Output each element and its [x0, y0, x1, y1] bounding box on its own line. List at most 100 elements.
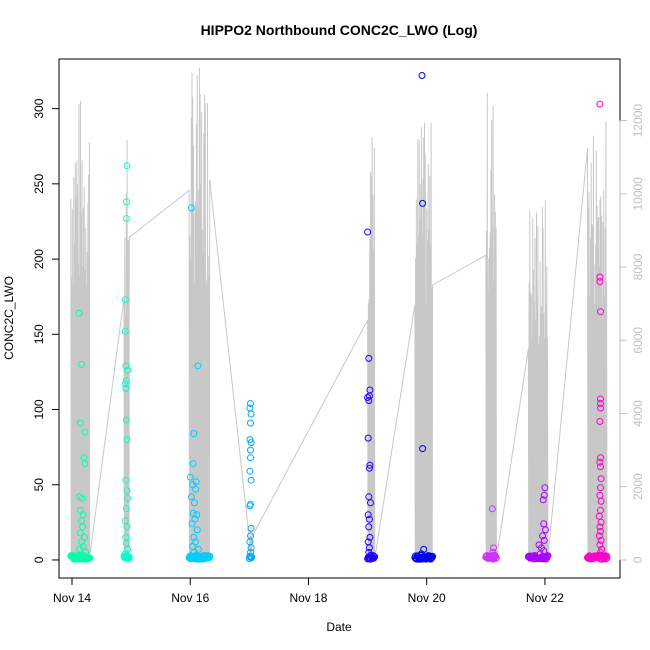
- data-point: [596, 278, 604, 286]
- data-point: [597, 404, 604, 412]
- data-point: [78, 360, 85, 368]
- y-tick-label: 300: [32, 98, 46, 118]
- data-point: [597, 400, 604, 407]
- data-point: [186, 473, 194, 481]
- data-point: [193, 511, 201, 519]
- data-point: [488, 505, 496, 513]
- secondary-series-line: [70, 67, 608, 559]
- y2-tick-label: 10000: [631, 177, 645, 211]
- y-tick-label: 0: [32, 556, 46, 563]
- x-tick-label: Nov 22: [526, 591, 564, 605]
- data-point: [206, 552, 214, 560]
- data-point: [367, 499, 374, 507]
- data-point: [86, 554, 94, 562]
- data-point: [121, 380, 129, 388]
- y2-tick-label: 4000: [631, 400, 645, 427]
- data-point: [247, 439, 255, 447]
- data-point: [123, 162, 131, 170]
- series-flight-7: [482, 505, 500, 563]
- data-point: [75, 309, 83, 317]
- data-point: [597, 463, 604, 471]
- x-tick-label: Nov 14: [53, 591, 91, 605]
- chart-title: HIPPO2 Northbound CONC2C_LWO (Log): [201, 22, 478, 38]
- data-point: [124, 366, 132, 374]
- data-point: [540, 520, 548, 528]
- data-point: [192, 485, 200, 493]
- data-point: [540, 491, 548, 499]
- data-point: [365, 544, 373, 552]
- secondary-line-path: [70, 67, 608, 559]
- data-point: [121, 550, 129, 558]
- y-tick-label: 100: [32, 399, 46, 419]
- data-point: [367, 551, 374, 559]
- y2-tick-label: 2000: [631, 473, 645, 500]
- x-axis-label: Date: [326, 620, 352, 634]
- data-point: [77, 551, 85, 559]
- data-point: [190, 499, 198, 507]
- data-point: [123, 436, 131, 444]
- data-point: [597, 475, 605, 483]
- data-point: [365, 515, 373, 523]
- data-point: [247, 524, 255, 532]
- data-point: [190, 533, 198, 541]
- data-point: [364, 434, 372, 442]
- y-tick-label: 150: [32, 324, 46, 344]
- data-point: [539, 532, 547, 540]
- data-point: [123, 487, 131, 495]
- data-point: [366, 461, 374, 469]
- series-flight-5: [364, 228, 379, 563]
- data-point: [79, 523, 87, 531]
- y-axis-label: CONC2C_LWO: [2, 276, 16, 360]
- data-point: [371, 553, 379, 561]
- y-axis: 0 50 100 150 200 250 300: [32, 98, 60, 563]
- data-point: [122, 362, 130, 370]
- data-point: [365, 397, 373, 404]
- data-point: [595, 551, 603, 559]
- data-point: [122, 505, 130, 513]
- series-flight-9: [584, 100, 611, 563]
- data-point: [597, 395, 604, 403]
- data-point: [364, 511, 372, 519]
- data-point: [81, 428, 89, 436]
- data-point: [541, 484, 549, 492]
- data-point: [124, 494, 132, 502]
- data-point: [596, 541, 604, 549]
- data-point: [247, 544, 255, 552]
- data-point: [246, 404, 254, 412]
- scatter-series: [67, 72, 611, 563]
- data-point: [247, 454, 254, 462]
- data-point: [596, 418, 604, 425]
- data-point: [247, 446, 254, 454]
- data-point: [419, 199, 427, 207]
- data-point: [187, 204, 195, 212]
- data-point: [603, 552, 611, 560]
- data-point: [121, 296, 129, 304]
- data-point: [247, 476, 255, 484]
- data-point: [78, 538, 85, 546]
- data-point: [595, 532, 603, 540]
- data-point: [365, 523, 373, 531]
- x-axis: Nov 14 Nov 16 Nov 18 Nov 20 Nov 22: [53, 577, 564, 605]
- y-tick-label: 50: [32, 478, 46, 492]
- data-point: [190, 430, 198, 438]
- data-point: [123, 523, 131, 531]
- data-point: [365, 354, 373, 362]
- series-flight-6: [411, 72, 437, 563]
- series-flight-8: [524, 484, 552, 563]
- y-tick-label: 200: [32, 249, 46, 269]
- x-tick-label: Nov 18: [289, 591, 327, 605]
- data-point: [122, 416, 130, 424]
- data-point: [247, 400, 254, 407]
- y2-tick-label: 6000: [631, 327, 645, 354]
- data-point: [365, 464, 373, 472]
- data-point: [597, 536, 605, 544]
- data-point: [76, 419, 84, 427]
- data-point: [246, 553, 254, 561]
- data-point: [596, 458, 604, 466]
- y2-tick-label: 12000: [631, 104, 645, 138]
- data-point: [364, 228, 372, 236]
- data-point: [597, 454, 604, 462]
- data-point: [193, 526, 201, 534]
- data-point: [490, 544, 497, 552]
